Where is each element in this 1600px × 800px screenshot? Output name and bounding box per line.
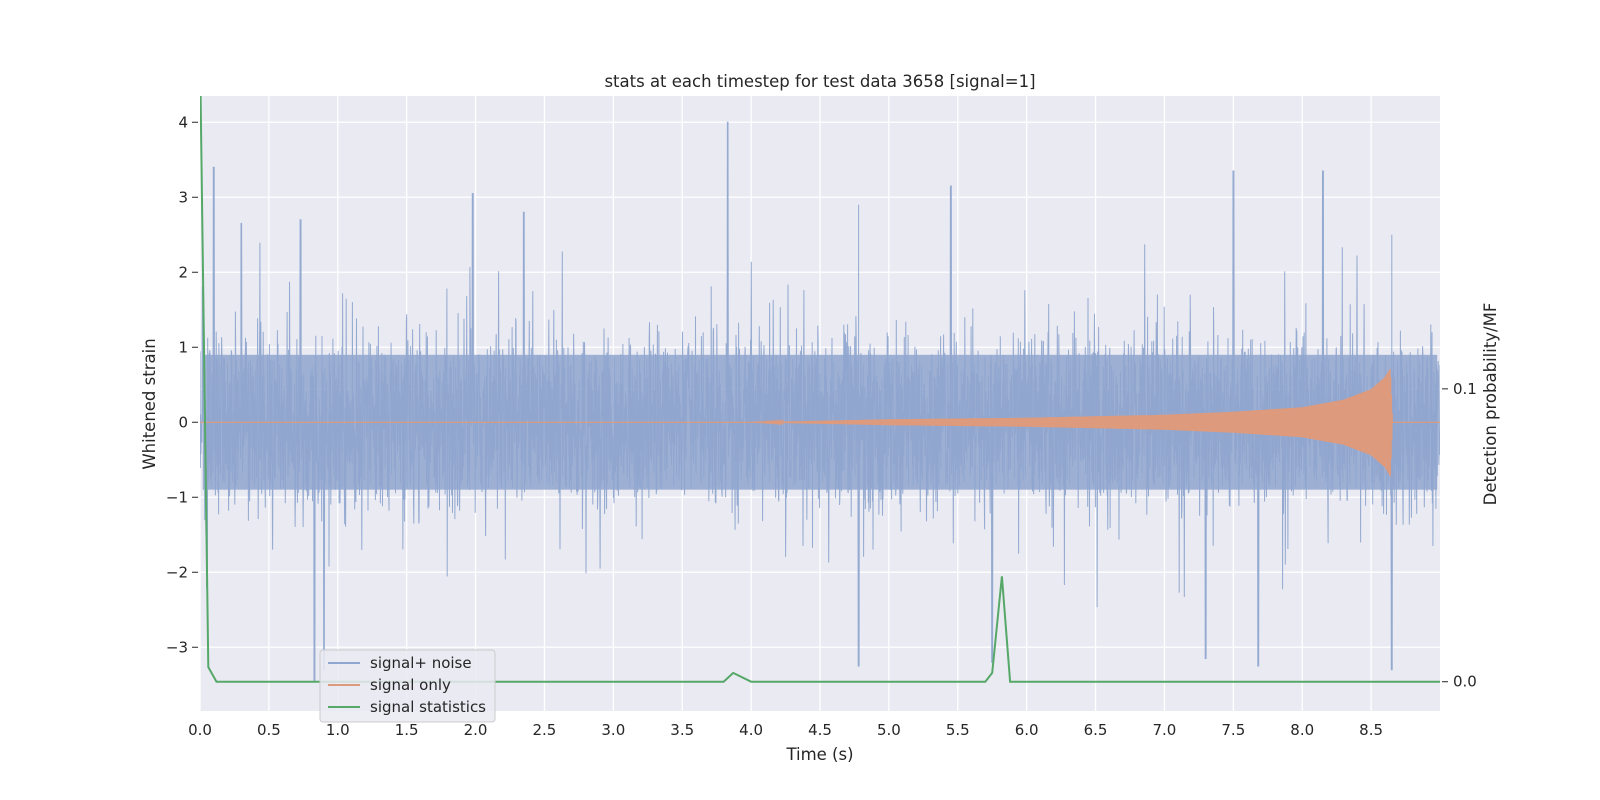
y-tick-label: 1 xyxy=(178,338,188,356)
y-right-tick-label: 0.0 xyxy=(1453,673,1477,691)
x-tick-label: 3.0 xyxy=(601,721,625,739)
y-tick-label: 4 xyxy=(178,113,188,131)
series-line-signal-statistics xyxy=(200,96,1440,683)
x-tick-label: 0.0 xyxy=(188,721,212,739)
x-tick-label: 2.0 xyxy=(464,721,488,739)
x-tick-label: 7.0 xyxy=(1153,721,1177,739)
x-tick-label: 4.5 xyxy=(808,721,832,739)
legend-label-signal-noise: signal+ noise xyxy=(370,654,472,672)
y-tick-label: −2 xyxy=(166,563,188,581)
y-axis-right-title: Detection probability/MF xyxy=(1481,303,1500,506)
y-tick-label: 3 xyxy=(178,188,188,206)
y-tick-label: 0 xyxy=(178,413,188,431)
x-tick-label: 6.5 xyxy=(1084,721,1108,739)
legend-label-signal-statistics: signal statistics xyxy=(370,698,486,716)
x-tick-label: 1.0 xyxy=(326,721,350,739)
legend-label-signal-only: signal only xyxy=(370,676,451,694)
legend-box xyxy=(319,649,496,723)
legend: signal+ noise signal only signal statist… xyxy=(319,649,496,723)
y-tick-label: −3 xyxy=(166,638,188,656)
x-tick-label: 5.0 xyxy=(877,721,901,739)
series-line-signal-only xyxy=(200,368,1440,477)
x-tick-label: 5.5 xyxy=(946,721,970,739)
x-tick-label: 8.5 xyxy=(1359,721,1383,739)
y-tick-label: −1 xyxy=(166,488,188,506)
series-layer xyxy=(200,96,1440,683)
x-tick-label: 4.0 xyxy=(739,721,763,739)
y-axis-title: Whitened strain xyxy=(140,338,159,469)
x-axis-title: Time (s) xyxy=(785,745,853,764)
x-axis: 0.0 0.5 1.0 1.5 2.0 2.5 3.0 3.5 4.0 4.5 5.0 5.5 6.0 6… xyxy=(188,721,1383,739)
x-tick-label: 6.0 xyxy=(1015,721,1039,739)
x-tick-label: 7.5 xyxy=(1221,721,1245,739)
x-tick-label: 3.5 xyxy=(670,721,694,739)
x-tick-label: 2.5 xyxy=(533,721,557,739)
x-tick-label: 0.5 xyxy=(257,721,281,739)
x-tick-label: 8.0 xyxy=(1290,721,1314,739)
chart-title: stats at each timestep for test data 365… xyxy=(604,72,1035,91)
y-right-tick-label: 0.1 xyxy=(1453,380,1477,398)
y-axis-right: 0.1 0.0 xyxy=(1442,380,1477,691)
y-axis-left: 4 3 2 1 0 −1 −2 −3 xyxy=(166,113,198,656)
y-tick-label: 2 xyxy=(178,263,188,281)
x-tick-label: 1.5 xyxy=(395,721,419,739)
